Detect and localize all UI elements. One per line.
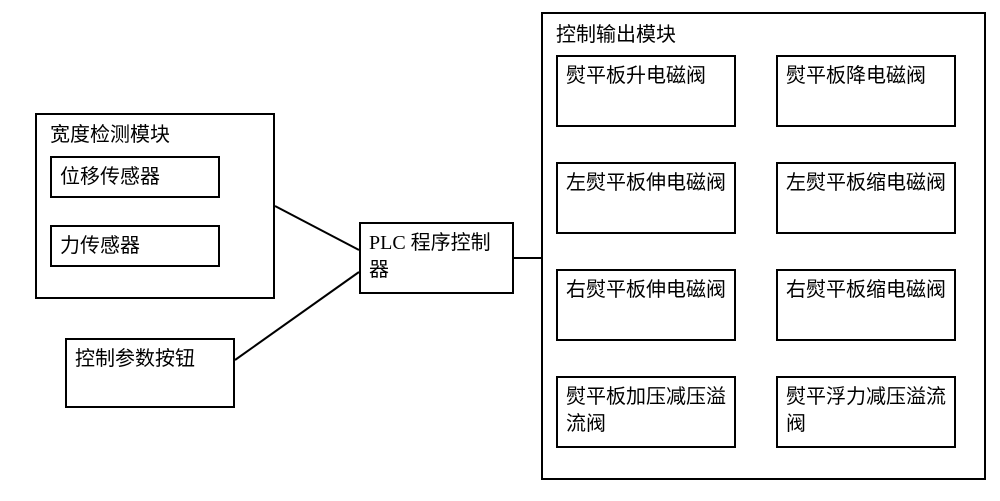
output-module-item: 熨平板加压减压溢流阀 — [556, 376, 736, 448]
control-output-module-title: 控制输出模块 — [556, 22, 676, 49]
output-module-item: 熨平浮力减压溢流阀 — [776, 376, 956, 448]
output-module-item: 右熨平板缩电磁阀 — [776, 269, 956, 341]
output-module-item: 熨平板升电磁阀 — [556, 55, 736, 127]
width-module-item: 力传感器 — [50, 225, 220, 267]
plc-controller: PLC 程序控制器 — [359, 222, 514, 294]
output-module-item: 熨平板降电磁阀 — [776, 55, 956, 127]
control-parameter-button: 控制参数按钮 — [65, 338, 235, 408]
output-module-item: 左熨平板缩电磁阀 — [776, 162, 956, 234]
output-module-item: 右熨平板伸电磁阀 — [556, 269, 736, 341]
width-module-item: 位移传感器 — [50, 156, 220, 198]
output-module-item: 左熨平板伸电磁阀 — [556, 162, 736, 234]
width-detection-module-title: 宽度检测模块 — [50, 122, 170, 149]
